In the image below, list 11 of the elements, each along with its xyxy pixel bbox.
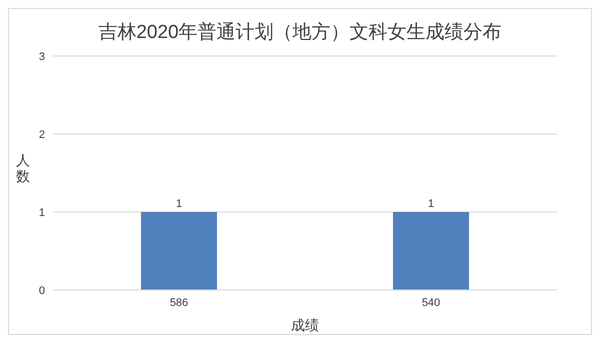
y-tick-label: 1 [38, 206, 45, 219]
x-tick-label: 586 [170, 296, 188, 309]
data-label: 1 [176, 198, 182, 210]
x-axis-title: 成绩 [291, 317, 319, 333]
y-tick-label: 2 [38, 128, 45, 141]
data-label: 1 [428, 198, 434, 210]
chart-title: 吉林2020年普通计划（地方）文科女生成绩分布 [97, 20, 503, 45]
y-axis-title: 人数 [16, 152, 30, 184]
x-tick-label: 540 [422, 296, 440, 309]
y-tick-label: 0 [38, 284, 45, 297]
y-tick-label: 3 [38, 50, 45, 63]
